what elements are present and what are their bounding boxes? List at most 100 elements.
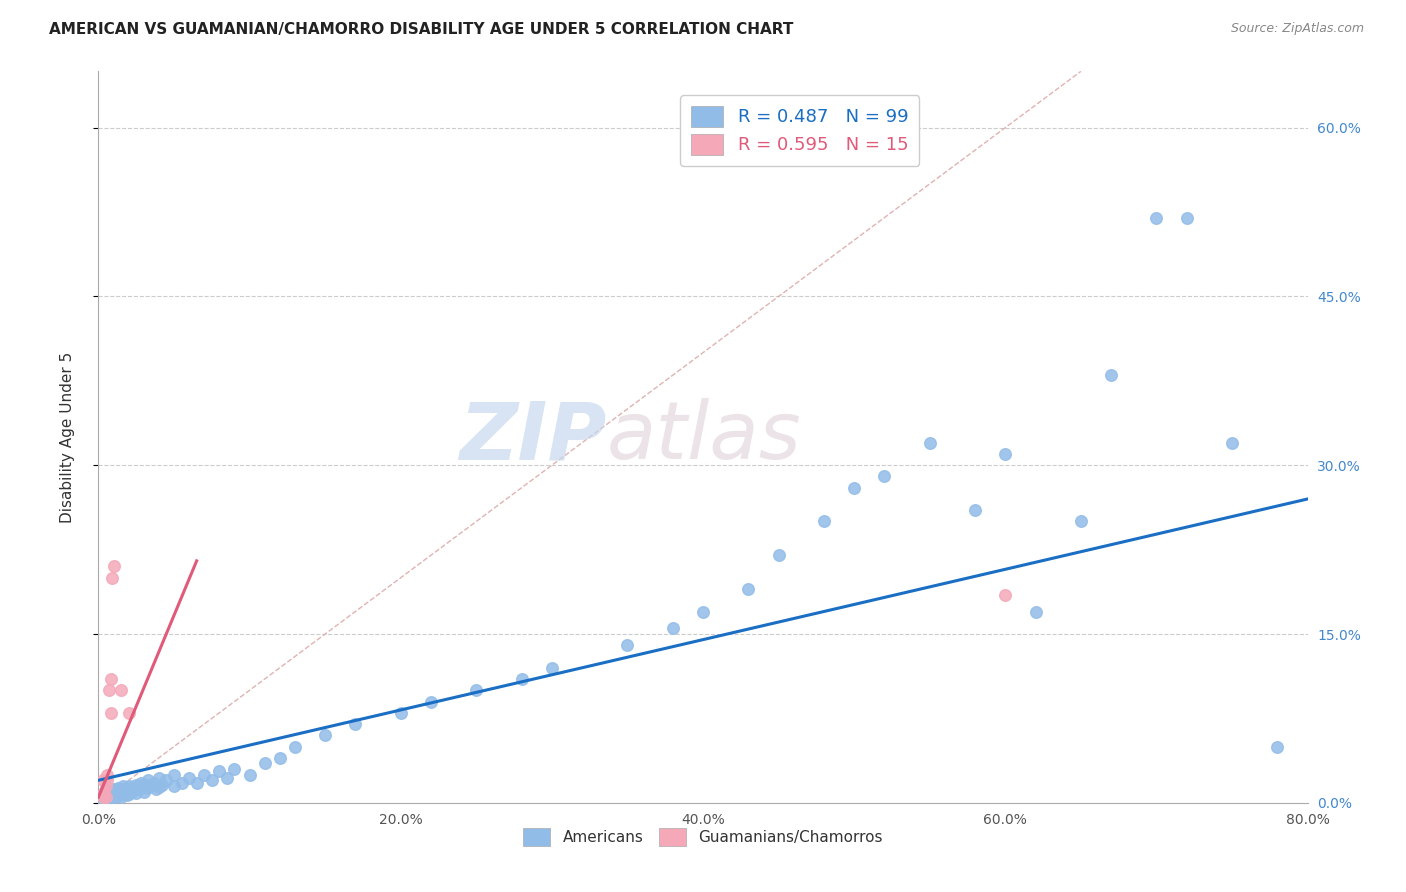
Point — [103, 790, 125, 805]
Point — [155, 773, 177, 788]
Point — [768, 548, 790, 562]
Point — [1070, 515, 1092, 529]
Point — [103, 787, 125, 801]
Point — [105, 784, 128, 798]
Point — [118, 787, 141, 801]
Point — [110, 790, 132, 805]
Point — [94, 788, 117, 802]
Point — [186, 775, 208, 789]
Point — [96, 773, 118, 788]
Point — [98, 782, 121, 797]
Point — [314, 728, 336, 742]
Point — [105, 789, 128, 803]
Point — [96, 784, 118, 798]
Point — [110, 787, 132, 801]
Point — [215, 771, 238, 785]
Point — [994, 588, 1017, 602]
Point — [136, 773, 159, 788]
Y-axis label: Disability Age Under 5: Disability Age Under 5 — [60, 351, 75, 523]
Point — [101, 783, 124, 797]
Text: AMERICAN VS GUAMANIAN/CHAMORRO DISABILITY AGE UNDER 5 CORRELATION CHART: AMERICAN VS GUAMANIAN/CHAMORRO DISABILIT… — [49, 22, 793, 37]
Point — [115, 788, 138, 802]
Point — [224, 762, 246, 776]
Point — [111, 786, 134, 800]
Point — [118, 706, 141, 720]
Point — [94, 790, 117, 805]
Point — [125, 778, 148, 792]
Point — [150, 778, 173, 792]
Point — [100, 791, 122, 805]
Point — [420, 694, 443, 708]
Point — [661, 621, 683, 635]
Point — [129, 775, 152, 789]
Point — [118, 779, 141, 793]
Point — [94, 779, 117, 793]
Point — [284, 739, 307, 754]
Point — [170, 775, 193, 789]
Point — [201, 773, 224, 788]
Point — [100, 672, 122, 686]
Point — [93, 792, 115, 806]
Text: atlas: atlas — [606, 398, 801, 476]
Point — [100, 706, 122, 720]
Point — [100, 786, 122, 800]
Point — [1099, 368, 1122, 383]
Point — [91, 790, 114, 805]
Point — [132, 777, 155, 791]
Point — [101, 571, 124, 585]
Point — [737, 582, 759, 596]
Point — [141, 779, 163, 793]
Point — [813, 515, 835, 529]
Point — [111, 779, 134, 793]
Point — [91, 787, 114, 801]
Point — [125, 786, 148, 800]
Point — [143, 775, 166, 789]
Point — [112, 784, 135, 798]
Point — [96, 789, 118, 803]
Point — [994, 447, 1017, 461]
Point — [1144, 211, 1167, 225]
Point — [98, 792, 121, 806]
Point — [96, 792, 118, 806]
Point — [389, 706, 412, 720]
Point — [239, 767, 262, 781]
Point — [135, 781, 157, 796]
Point — [110, 782, 132, 797]
Point — [253, 756, 276, 771]
Point — [91, 773, 114, 788]
Point — [114, 782, 136, 797]
Point — [1175, 211, 1198, 225]
Point — [121, 784, 143, 798]
Point — [163, 779, 186, 793]
Point — [148, 780, 170, 794]
Point — [132, 784, 155, 798]
Legend: Americans, Guamanians/Chamorros: Americans, Guamanians/Chamorros — [516, 821, 890, 854]
Point — [107, 788, 129, 802]
Point — [193, 767, 215, 781]
Point — [96, 767, 118, 781]
Point — [344, 717, 367, 731]
Point — [465, 683, 488, 698]
Point — [110, 683, 132, 698]
Point — [692, 605, 714, 619]
Point — [145, 782, 167, 797]
Point — [1024, 605, 1046, 619]
Point — [163, 767, 186, 781]
Point — [93, 784, 115, 798]
Point — [1267, 739, 1289, 754]
Point — [965, 503, 987, 517]
Point — [94, 791, 117, 805]
Point — [98, 790, 121, 805]
Point — [179, 771, 201, 785]
Point — [510, 672, 533, 686]
Point — [844, 481, 866, 495]
Point — [148, 771, 170, 785]
Point — [128, 782, 150, 797]
Point — [208, 764, 231, 779]
Point — [91, 790, 114, 805]
Point — [93, 789, 115, 803]
Point — [101, 788, 124, 802]
Point — [94, 792, 117, 806]
Point — [918, 435, 941, 450]
Text: ZIP: ZIP — [458, 398, 606, 476]
